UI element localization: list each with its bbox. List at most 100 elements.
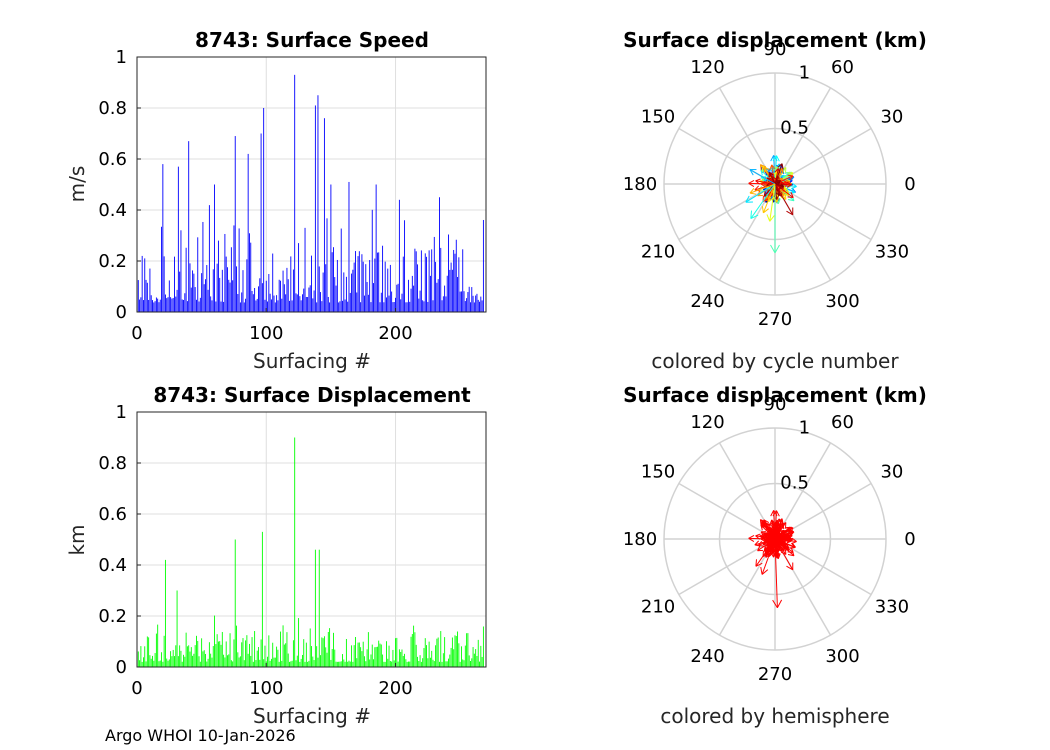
bar [409,661,411,667]
bar [205,279,206,312]
bar [208,205,210,312]
bar [261,283,263,312]
bar [246,259,248,312]
bar [445,296,447,312]
bar [202,651,204,667]
bar [263,108,265,312]
angle-tick-label: 300 [825,291,859,312]
bar [395,638,396,667]
polar-hemisphere-chart: 0 30 60 90 120 150 180 210 240 270 300 330 0.5 1 Surf… [623,383,927,728]
bar [463,291,465,312]
bar [180,650,182,667]
bar [357,256,359,312]
angle-tick-label: 90 [764,39,787,60]
bar [450,262,452,312]
bar [256,650,258,667]
bar [440,631,442,667]
polar-hemisphere-title: Surface displacement (km) [623,383,927,407]
bar [155,633,157,667]
bar [463,660,465,667]
bar [384,261,386,312]
bar [274,302,276,312]
bar [148,637,150,667]
bar [422,300,424,312]
bar [320,292,321,312]
bar [234,136,236,312]
bar [144,258,146,312]
bar [386,641,387,667]
bar [186,301,188,312]
bar [311,255,312,312]
bar [140,297,142,312]
bar [232,280,234,312]
bar [470,661,471,667]
bar [316,302,318,312]
polar-spoke [774,127,872,185]
angle-tick-label: 210 [641,242,675,263]
bar [162,661,164,667]
bar [462,659,464,667]
bar [379,643,381,667]
bar [479,661,480,667]
bar [217,240,219,312]
bar [143,657,144,667]
bar [211,300,213,312]
bar [454,635,456,667]
displacement-arrow [774,183,785,188]
bar [470,302,471,312]
bar [481,656,483,667]
bar [480,296,482,312]
bar [380,292,382,312]
bar [278,661,280,667]
bar [236,266,237,312]
bar [263,659,265,667]
bar [327,631,329,667]
displacement-arrow [761,183,776,214]
bar [338,302,340,312]
bar [480,645,482,667]
angle-tick-label: 60 [831,412,854,433]
bar [429,657,431,667]
bar [464,645,466,667]
bar [325,264,327,312]
bar [419,655,421,667]
bar [357,642,359,667]
bar [149,655,151,667]
bar [387,658,389,667]
bar [343,659,345,667]
bar [168,659,170,667]
bar [473,302,475,312]
bar [392,302,394,312]
bar [329,628,331,667]
bar [402,655,404,667]
bar [307,297,309,312]
bar [352,661,354,667]
bar [400,651,402,667]
y-tick-label: 0 [116,657,127,678]
angle-tick-label: 330 [875,597,909,618]
y-tick-label: 0.6 [98,504,127,525]
bar [199,297,201,312]
bar [215,301,217,312]
bar [339,301,341,312]
angle-tick-label: 90 [764,394,787,415]
bar [285,294,287,312]
bar [481,300,483,312]
bar [233,225,235,312]
bar [325,647,327,667]
bar [166,658,168,667]
displacement-arrow [774,538,785,543]
bar [419,290,421,312]
bar [241,292,243,312]
bar [276,295,278,312]
bar [210,296,212,312]
bar [183,299,184,312]
bar [433,661,435,667]
angle-tick-label: 270 [758,664,792,685]
bar [451,637,453,667]
bar [362,261,364,312]
bar [397,661,399,667]
bar [208,642,210,667]
bar [155,297,157,312]
bar [212,269,214,312]
